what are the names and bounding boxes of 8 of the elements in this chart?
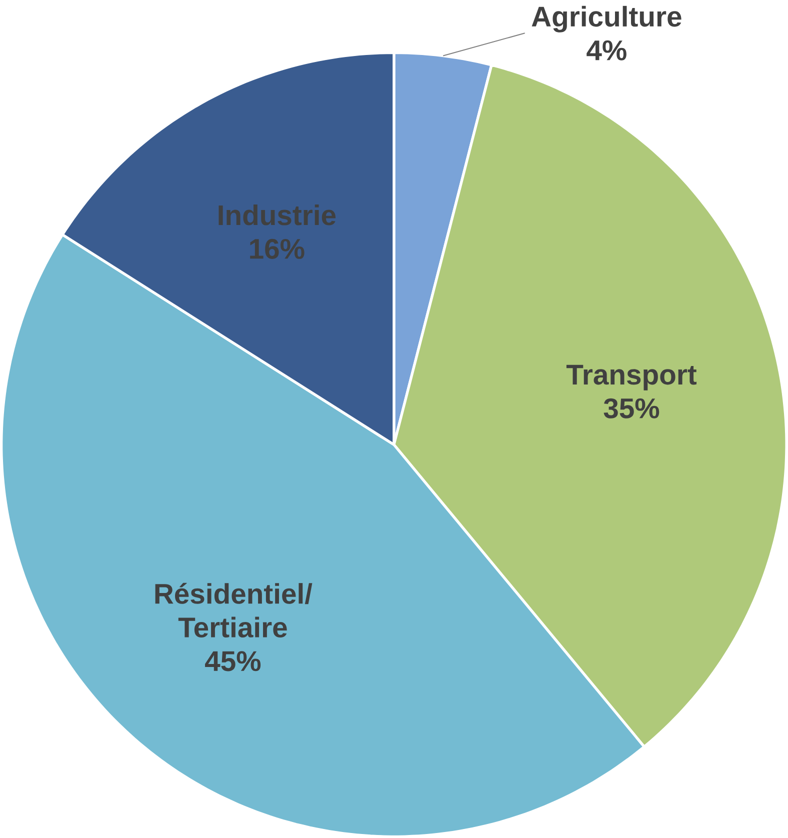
data-label: 45% [205, 651, 261, 672]
slice-label: Transport [566, 364, 697, 390]
data-label: 35% [604, 398, 660, 418]
slice-label: Agriculture [532, 6, 682, 32]
slice-label: Résidentiel/ Tertiaire [155, 582, 312, 638]
slice-label: Industrie [218, 204, 336, 226]
data-label: 4% [586, 40, 626, 60]
data-label: 16% [250, 238, 304, 259]
